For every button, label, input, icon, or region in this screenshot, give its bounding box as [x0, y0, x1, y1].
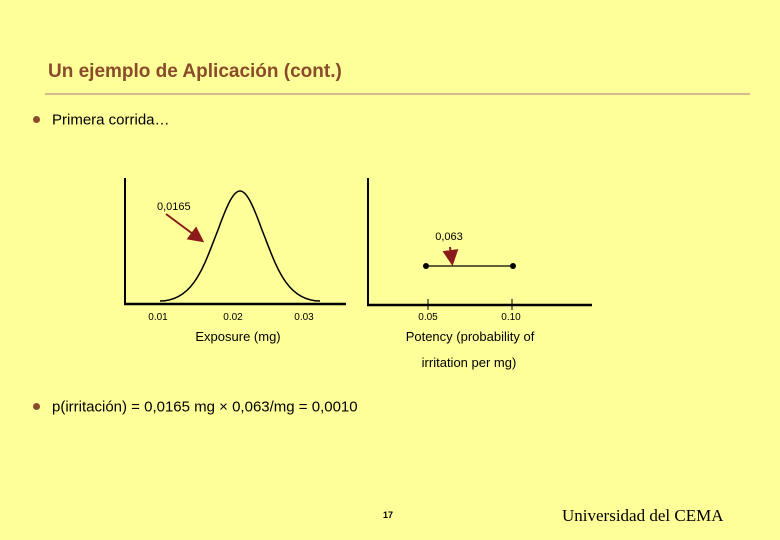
exposure-pointer-arrow	[165, 213, 205, 243]
potency-pointer-arrow	[442, 246, 459, 266]
exposure-annotation: 0,0165	[157, 201, 191, 213]
left-tick-label-1: 0.01	[148, 312, 168, 323]
interval-endpoint-low	[423, 263, 429, 269]
potency-annotation: 0,063	[435, 231, 463, 243]
bullet-dot-icon	[33, 115, 40, 123]
left-tick-label-2: 0.02	[223, 312, 243, 323]
normal-curve	[159, 190, 321, 302]
page-number: 17	[383, 510, 394, 520]
bullet-item: Primera corrida…	[33, 111, 170, 129]
left-plot: 0,0165 0.01 0.02 0.03 Exposure (mg)	[124, 178, 346, 344]
left-tick-label-3: 0.03	[294, 312, 314, 323]
bullet-text: Primera corrida…	[52, 111, 170, 129]
right-tick-label-1: 0.05	[418, 312, 438, 323]
right-axis-label-line2: irritation per mg)	[422, 355, 517, 370]
bullet-text: p(irritación) = 0,0165 mg × 0,063/mg = 0…	[52, 398, 358, 416]
right-plot: 0,063 0.05 0.10 Potency (probability of …	[367, 178, 592, 370]
bullet-item: p(irritación) = 0,0165 mg × 0,063/mg = 0…	[33, 398, 358, 416]
slide-title: Un ejemplo de Aplicación (cont.)	[48, 61, 342, 82]
left-axis-label: Exposure (mg)	[195, 329, 280, 344]
right-tick-label-2: 0.10	[501, 312, 521, 323]
institution-name: Universidad del CEMA	[562, 506, 724, 525]
right-axis-label-line1: Potency (probability of	[406, 329, 535, 344]
bullet-dot-icon	[33, 402, 40, 410]
title-divider	[45, 93, 750, 95]
interval-endpoint-high	[510, 263, 516, 269]
